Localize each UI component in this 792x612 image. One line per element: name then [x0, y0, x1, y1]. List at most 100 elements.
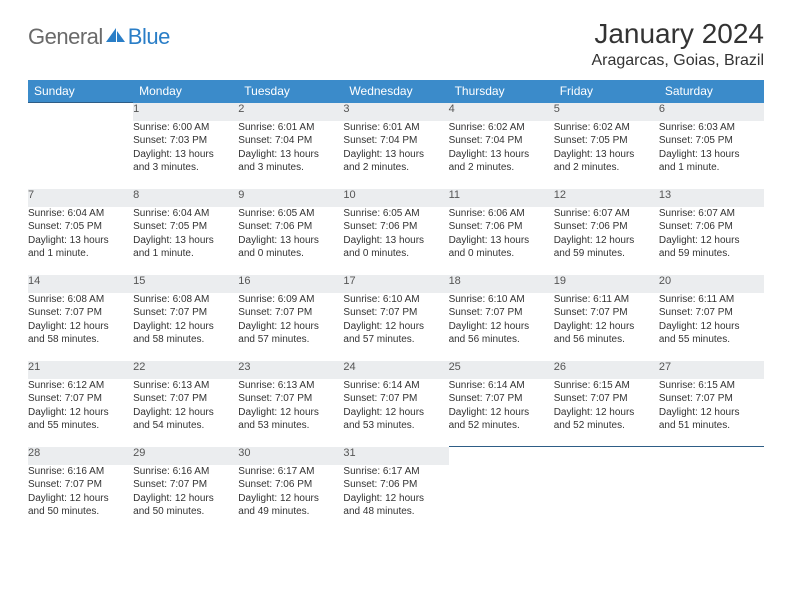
day-detail-line: Sunrise: 6:11 AM — [659, 293, 764, 307]
day-detail-line: Daylight: 12 hours — [554, 320, 659, 334]
day-detail-line: Sunrise: 6:00 AM — [133, 121, 238, 135]
day-number-cell: 13 — [659, 189, 764, 207]
day-detail-line: Sunrise: 6:06 AM — [449, 207, 554, 221]
day-detail-line: Sunrise: 6:13 AM — [133, 379, 238, 393]
day-detail-line: and 59 minutes. — [659, 247, 764, 261]
day-detail-line: Sunrise: 6:04 AM — [28, 207, 133, 221]
day-detail-line: Daylight: 12 hours — [133, 406, 238, 420]
day-detail-line: and 57 minutes. — [343, 333, 448, 347]
day-detail-line: Daylight: 12 hours — [659, 406, 764, 420]
daynum-row: 123456 — [28, 103, 764, 121]
day-detail-line: Sunrise: 6:14 AM — [449, 379, 554, 393]
day-detail-cell — [449, 465, 554, 533]
calendar-body: 123456Sunrise: 6:00 AMSunset: 7:03 PMDay… — [28, 103, 764, 533]
day-detail-line: Sunrise: 6:05 AM — [343, 207, 448, 221]
day-detail-cell: Sunrise: 6:08 AMSunset: 7:07 PMDaylight:… — [28, 293, 133, 361]
day-number-cell: 24 — [343, 361, 448, 379]
day-detail-line: and 48 minutes. — [343, 505, 448, 519]
day-number-cell: 20 — [659, 275, 764, 293]
day-detail-line: and 2 minutes. — [554, 161, 659, 175]
brand-sail-icon — [105, 26, 127, 49]
day-detail-line: Sunrise: 6:16 AM — [28, 465, 133, 479]
day-detail-cell: Sunrise: 6:12 AMSunset: 7:07 PMDaylight:… — [28, 379, 133, 447]
day-detail-line: Sunset: 7:07 PM — [554, 306, 659, 320]
day-detail-line: Sunset: 7:06 PM — [659, 220, 764, 234]
day-detail-line: Sunrise: 6:17 AM — [238, 465, 343, 479]
day-number-cell: 12 — [554, 189, 659, 207]
day-detail-line: Daylight: 12 hours — [659, 234, 764, 248]
day-detail-cell: Sunrise: 6:14 AMSunset: 7:07 PMDaylight:… — [343, 379, 448, 447]
day-detail-cell: Sunrise: 6:11 AMSunset: 7:07 PMDaylight:… — [659, 293, 764, 361]
day-detail-line: Daylight: 12 hours — [343, 492, 448, 506]
day-detail-line: Daylight: 13 hours — [238, 148, 343, 162]
day-detail-line: and 52 minutes. — [449, 419, 554, 433]
day-detail-line: Sunset: 7:07 PM — [343, 306, 448, 320]
day-detail-line: Sunrise: 6:13 AM — [238, 379, 343, 393]
day-detail-line: and 51 minutes. — [659, 419, 764, 433]
day-detail-line: and 0 minutes. — [449, 247, 554, 261]
day-number-cell — [554, 447, 659, 465]
day-detail-line: Sunset: 7:05 PM — [28, 220, 133, 234]
day-number-cell: 3 — [343, 103, 448, 121]
day-detail-line: Daylight: 12 hours — [343, 406, 448, 420]
daynum-row: 78910111213 — [28, 189, 764, 207]
day-detail-line: Daylight: 13 hours — [554, 148, 659, 162]
day-detail-line: Sunset: 7:07 PM — [449, 392, 554, 406]
day-detail-line: Sunset: 7:07 PM — [449, 306, 554, 320]
day-detail-line: Daylight: 13 hours — [343, 148, 448, 162]
day-detail-line: Sunset: 7:04 PM — [343, 134, 448, 148]
day-detail-cell: Sunrise: 6:00 AMSunset: 7:03 PMDaylight:… — [133, 121, 238, 189]
day-number-cell: 25 — [449, 361, 554, 379]
day-detail-line: Daylight: 12 hours — [28, 492, 133, 506]
day-detail-line: Sunset: 7:06 PM — [554, 220, 659, 234]
brand-logo: General Blue — [28, 24, 170, 50]
day-detail-line: Sunset: 7:06 PM — [238, 220, 343, 234]
day-detail-cell: Sunrise: 6:01 AMSunset: 7:04 PMDaylight:… — [343, 121, 448, 189]
day-detail-line: Sunrise: 6:07 AM — [554, 207, 659, 221]
day-detail-line: and 56 minutes. — [554, 333, 659, 347]
details-row: Sunrise: 6:00 AMSunset: 7:03 PMDaylight:… — [28, 121, 764, 189]
day-detail-line: Daylight: 12 hours — [449, 406, 554, 420]
day-detail-line: and 55 minutes. — [28, 419, 133, 433]
day-detail-line: Daylight: 12 hours — [449, 320, 554, 334]
day-detail-cell: Sunrise: 6:16 AMSunset: 7:07 PMDaylight:… — [133, 465, 238, 533]
day-detail-cell: Sunrise: 6:03 AMSunset: 7:05 PMDaylight:… — [659, 121, 764, 189]
day-detail-line: and 58 minutes. — [133, 333, 238, 347]
day-number-cell — [28, 103, 133, 121]
day-detail-line: Sunset: 7:04 PM — [449, 134, 554, 148]
day-number-cell: 28 — [28, 447, 133, 465]
day-number-cell: 21 — [28, 361, 133, 379]
day-number-cell: 30 — [238, 447, 343, 465]
day-detail-line: Sunrise: 6:16 AM — [133, 465, 238, 479]
day-number-cell — [449, 447, 554, 465]
day-detail-line: Sunrise: 6:01 AM — [343, 121, 448, 135]
day-detail-line: Daylight: 13 hours — [659, 148, 764, 162]
day-number-cell: 19 — [554, 275, 659, 293]
day-number-cell: 15 — [133, 275, 238, 293]
day-detail-line: Daylight: 13 hours — [449, 148, 554, 162]
day-number-cell: 22 — [133, 361, 238, 379]
weekday-header: Thursday — [449, 80, 554, 103]
day-detail-cell: Sunrise: 6:13 AMSunset: 7:07 PMDaylight:… — [238, 379, 343, 447]
daynum-row: 14151617181920 — [28, 275, 764, 293]
day-number-cell — [659, 447, 764, 465]
day-number-cell: 5 — [554, 103, 659, 121]
day-detail-line: Sunrise: 6:17 AM — [343, 465, 448, 479]
day-number-cell: 6 — [659, 103, 764, 121]
day-detail-cell: Sunrise: 6:14 AMSunset: 7:07 PMDaylight:… — [449, 379, 554, 447]
day-detail-line: and 0 minutes. — [238, 247, 343, 261]
day-detail-cell: Sunrise: 6:17 AMSunset: 7:06 PMDaylight:… — [343, 465, 448, 533]
weekday-header: Wednesday — [343, 80, 448, 103]
day-detail-line: and 58 minutes. — [28, 333, 133, 347]
day-number-cell: 8 — [133, 189, 238, 207]
day-detail-line: Sunrise: 6:02 AM — [449, 121, 554, 135]
day-detail-line: and 0 minutes. — [343, 247, 448, 261]
day-detail-line: Daylight: 12 hours — [343, 320, 448, 334]
day-detail-line: Sunrise: 6:14 AM — [343, 379, 448, 393]
day-detail-line: and 52 minutes. — [554, 419, 659, 433]
day-detail-line: Sunrise: 6:15 AM — [554, 379, 659, 393]
day-detail-line: Sunrise: 6:10 AM — [343, 293, 448, 307]
location-subtitle: Aragarcas, Goias, Brazil — [591, 52, 764, 70]
day-detail-line: and 50 minutes. — [28, 505, 133, 519]
day-detail-cell: Sunrise: 6:02 AMSunset: 7:05 PMDaylight:… — [554, 121, 659, 189]
